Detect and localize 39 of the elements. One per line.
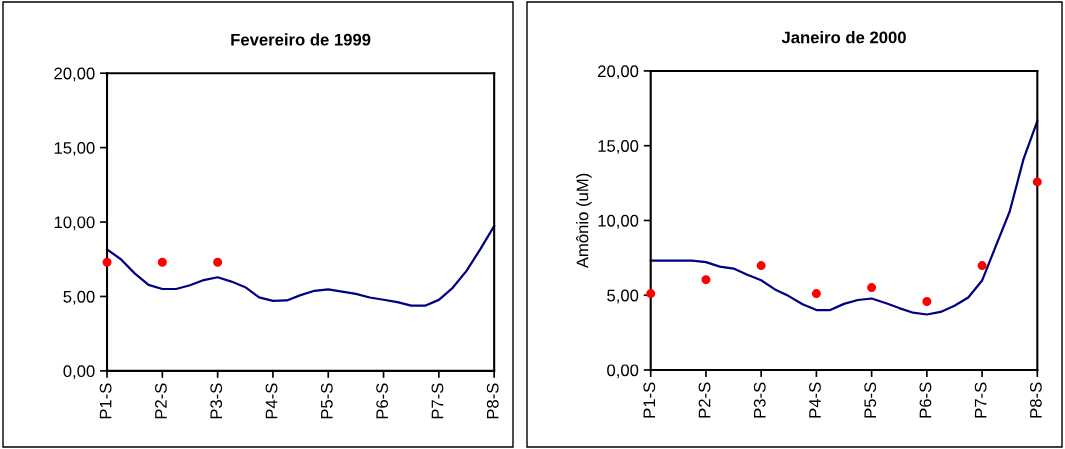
x-tick-label: P3-S [753,382,766,418]
y-tick-label: 0,00 [607,364,639,379]
x-tick-label: P6-S [919,382,932,418]
x-tick-label: P3-S [210,383,223,419]
y-tick-label: 10,00 [598,214,639,229]
point [756,261,766,271]
point [646,289,656,299]
x-tick-label: P6-S [376,383,389,419]
x-tick-label: P1-S [643,382,656,418]
x-tick-label: P4-S [265,383,278,419]
x-tick-label: P2-S [155,383,167,419]
x-tick-label: P7-S [974,382,987,418]
y-tick-label: 20,00 [54,67,95,82]
x-tick-label: P7-S [431,383,444,419]
y-tick-label: 20,00 [598,65,639,80]
x-tick-label: P8-S [486,383,499,419]
y-tick-label: 5,00 [63,290,95,305]
line-series [649,120,1039,316]
x-tick-label: P5-S [320,383,333,419]
point [867,283,877,293]
point [811,289,821,299]
point [1032,177,1042,187]
y-tick-label: 15,00 [598,140,639,154]
y-tick-label: 0,00 [63,365,95,380]
point [977,261,987,271]
y-axis-title: Amônio (uM) [576,173,592,269]
y-tick-label: 5,00 [607,289,639,304]
chart-title: Janeiro de 2000 [781,31,906,44]
x-tick-label: P1-S [99,383,112,419]
x-tick-label: P8-S [1029,382,1042,418]
x-tick-label: P2-S [698,382,711,418]
line-series [105,224,496,307]
x-tick-label: P5-S [864,382,877,418]
point [922,296,932,306]
point [701,275,711,285]
x-tick-label: P4-S [809,382,821,418]
y-tick-label: 10,00 [54,216,95,231]
chart-title: Fevereiro de 1999 [231,33,371,46]
y-tick-label: 15,00 [54,142,95,156]
